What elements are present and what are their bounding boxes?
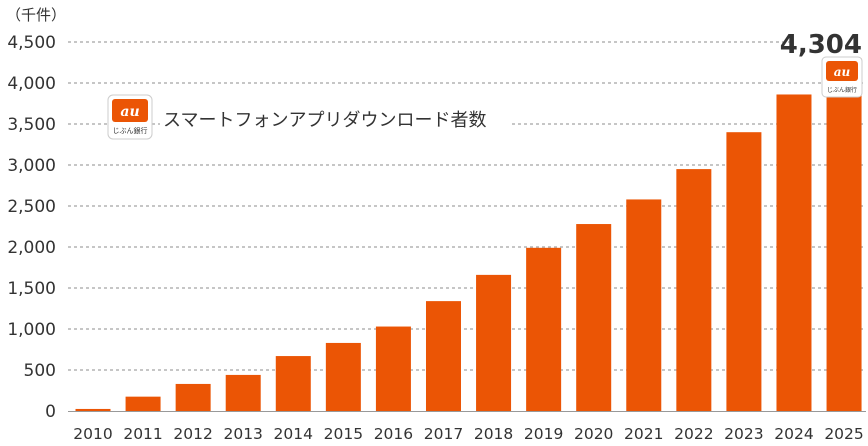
legend-background [474, 110, 510, 136]
y-tick-label: 500 [24, 361, 56, 381]
x-tick-label: 2016 [374, 425, 413, 443]
x-axis-ticks: 2010 2011 2012 2013 2014 2015 2016 2017 2018 2019… [73, 425, 864, 443]
unit-label: （千件） [6, 6, 66, 24]
bar-2023 [726, 132, 762, 411]
highlight-value-label: 4,304 [780, 30, 862, 60]
y-tick-label: 4,500 [7, 33, 56, 53]
bar-2024 [776, 94, 812, 411]
bar-2018 [476, 274, 512, 411]
bar-2013 [225, 374, 261, 411]
x-tick-label: 2020 [574, 425, 613, 443]
bar-2017 [425, 301, 461, 411]
bar-2015 [325, 342, 361, 411]
x-tick-label: 2015 [324, 425, 363, 443]
x-tick-label: 2010 [73, 425, 112, 443]
bar-2025 [826, 58, 862, 412]
x-tick-label: 2018 [474, 425, 513, 443]
y-tick-label: 4,000 [7, 74, 56, 94]
y-tick-label: 2,500 [7, 197, 56, 217]
x-tick-label: 2012 [173, 425, 212, 443]
bar-2010 [75, 408, 111, 411]
bars [75, 58, 862, 412]
y-tick-label: 2,000 [7, 238, 56, 258]
y-tick-label: 1,500 [7, 279, 56, 299]
bar-2021 [626, 199, 662, 411]
x-tick-label: 2014 [274, 425, 313, 443]
x-tick-label: 2011 [123, 425, 162, 443]
y-tick-label: 3,000 [7, 156, 56, 176]
y-tick-label: 3,500 [7, 115, 56, 135]
y-tick-label: 1,000 [7, 320, 56, 340]
x-tick-label: 2013 [223, 425, 262, 443]
y-axis-ticks: 0 500 1,000 1,500 2,000 2,500 3,000 3,500 4,000 4… [7, 33, 56, 422]
bar-2022 [676, 169, 712, 411]
x-tick-label: 2021 [624, 425, 663, 443]
bar-2014 [275, 356, 311, 411]
legend: au じぶん銀行 スマートフォンアプリダウンロード者数 [107, 94, 486, 140]
logo-brand: au [834, 65, 851, 79]
bar-2020 [576, 224, 612, 411]
bar-2019 [526, 247, 562, 411]
logo-sub: じぶん銀行 [113, 126, 148, 135]
x-tick-label: 2025 [824, 425, 863, 443]
bar-2011 [125, 396, 161, 411]
au-jibun-bank-logo-icon: au じぶん銀行 [821, 56, 863, 98]
x-tick-label: 2022 [674, 425, 713, 443]
au-jibun-bank-logo-icon: au じぶん銀行 [107, 94, 153, 140]
legend-label: スマートフォンアプリダウンロード者数 [163, 110, 486, 131]
x-tick-label: 2017 [424, 425, 463, 443]
x-tick-label: 2023 [724, 425, 763, 443]
logo-sub: じぶん銀行 [827, 86, 857, 94]
x-tick-label: 2019 [524, 425, 563, 443]
logo-brand: au [120, 104, 139, 120]
bar-2016 [375, 326, 411, 411]
bar-2012 [175, 383, 211, 411]
x-tick-label: 2024 [774, 425, 813, 443]
y-tick-label: 0 [45, 402, 56, 422]
